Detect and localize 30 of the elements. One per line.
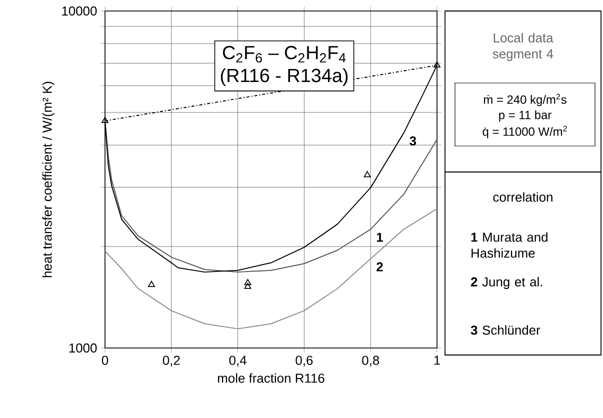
y-axis-title: heat transfer coefficient / W/(m² K)	[42, 82, 54, 278]
point	[434, 61, 440, 68]
text: correlation	[493, 192, 552, 202]
y-tick-label: 10000	[62, 6, 97, 16]
line-series	[104, 208, 438, 330]
text: 2 Jung et al.	[470, 276, 542, 290]
text: ṁ = 240 kg/m$^{2}$s	[484, 94, 566, 106]
chart-title: C$_{2}$F$_{6}$ – C$_{2}$H$_{2}$F$_{4}$	[222, 46, 346, 63]
legend-label: 3	[410, 136, 416, 146]
text: 1 Murata and Hashizume	[471, 232, 548, 258]
point	[244, 278, 252, 286]
x-tick-label: 0,8	[362, 356, 380, 366]
text: q̇ = 11000 W/m$^{2}$	[482, 126, 567, 138]
text: 3 Schlünder	[470, 325, 540, 335]
x-tick-label: 1	[434, 356, 440, 365]
point	[244, 282, 252, 289]
point	[364, 171, 371, 178]
y-tick-label: 1000	[69, 343, 97, 353]
text: p = 11 bar	[499, 110, 552, 122]
x-tick-label: 0,6	[296, 356, 313, 366]
x-tick-label: 0,4	[229, 356, 246, 366]
series-label: 1	[376, 232, 383, 242]
series-label: 2	[376, 262, 383, 272]
x-tick-label: 0	[102, 356, 108, 365]
x-axis-title: mole fraction R116	[218, 373, 324, 383]
text: Local data segment 4	[492, 32, 554, 61]
text: (R116 - R134a)	[220, 68, 348, 86]
point	[148, 280, 155, 287]
point	[102, 116, 108, 124]
x-tick-label: 0,2	[162, 356, 180, 366]
